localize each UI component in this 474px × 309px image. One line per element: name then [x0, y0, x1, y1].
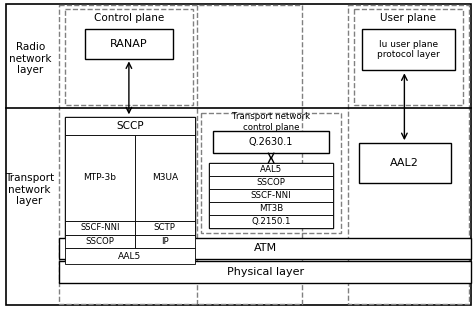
Bar — [210, 202, 333, 215]
Text: M3UA: M3UA — [152, 173, 178, 182]
Bar — [354, 9, 463, 105]
Bar — [135, 135, 194, 221]
Bar — [85, 29, 173, 58]
Text: Physical layer: Physical layer — [227, 267, 304, 277]
Bar — [362, 29, 455, 70]
Bar — [59, 238, 471, 260]
Text: MTP-3b: MTP-3b — [83, 173, 117, 182]
Text: SSCOP: SSCOP — [86, 237, 115, 246]
Text: IP: IP — [161, 237, 169, 246]
Text: Q.2630.1: Q.2630.1 — [249, 137, 293, 147]
Bar — [59, 5, 302, 304]
Text: SCCP: SCCP — [116, 121, 144, 131]
Text: ATM: ATM — [254, 243, 277, 253]
Bar — [65, 9, 192, 105]
Bar — [65, 117, 194, 265]
Text: User plane: User plane — [380, 13, 437, 23]
Text: Radio
network
layer: Radio network layer — [9, 42, 52, 75]
Text: SSCOP: SSCOP — [257, 178, 285, 187]
Text: AAL5: AAL5 — [260, 165, 282, 174]
Bar — [65, 117, 194, 135]
Text: AAL2: AAL2 — [390, 158, 419, 168]
Bar — [135, 235, 194, 248]
Text: SCTP: SCTP — [154, 223, 176, 232]
Bar — [65, 235, 135, 248]
Text: Control plane: Control plane — [94, 13, 164, 23]
Bar — [348, 5, 469, 304]
Bar — [135, 221, 194, 235]
Text: AAL5: AAL5 — [118, 252, 142, 261]
Bar — [65, 248, 194, 265]
Text: Q.2150.1: Q.2150.1 — [251, 217, 291, 226]
Text: MT3B: MT3B — [259, 204, 283, 213]
Bar — [210, 189, 333, 202]
Text: SSCF-NNI: SSCF-NNI — [80, 223, 120, 232]
Bar — [210, 163, 333, 176]
Bar — [359, 143, 451, 183]
Text: RANAP: RANAP — [110, 39, 148, 49]
Text: Iu user plane
protocol layer: Iu user plane protocol layer — [377, 40, 440, 59]
Bar — [65, 135, 135, 221]
Bar — [210, 163, 333, 228]
Text: SSCF-NNI: SSCF-NNI — [251, 191, 292, 200]
Bar — [65, 221, 135, 235]
Text: Transport
network
layer: Transport network layer — [5, 173, 54, 206]
Bar — [210, 215, 333, 228]
Text: Transport network
control plane: Transport network control plane — [232, 112, 310, 132]
Bar — [210, 176, 333, 189]
Bar — [59, 261, 471, 283]
Bar — [201, 113, 341, 233]
Bar — [213, 131, 329, 153]
